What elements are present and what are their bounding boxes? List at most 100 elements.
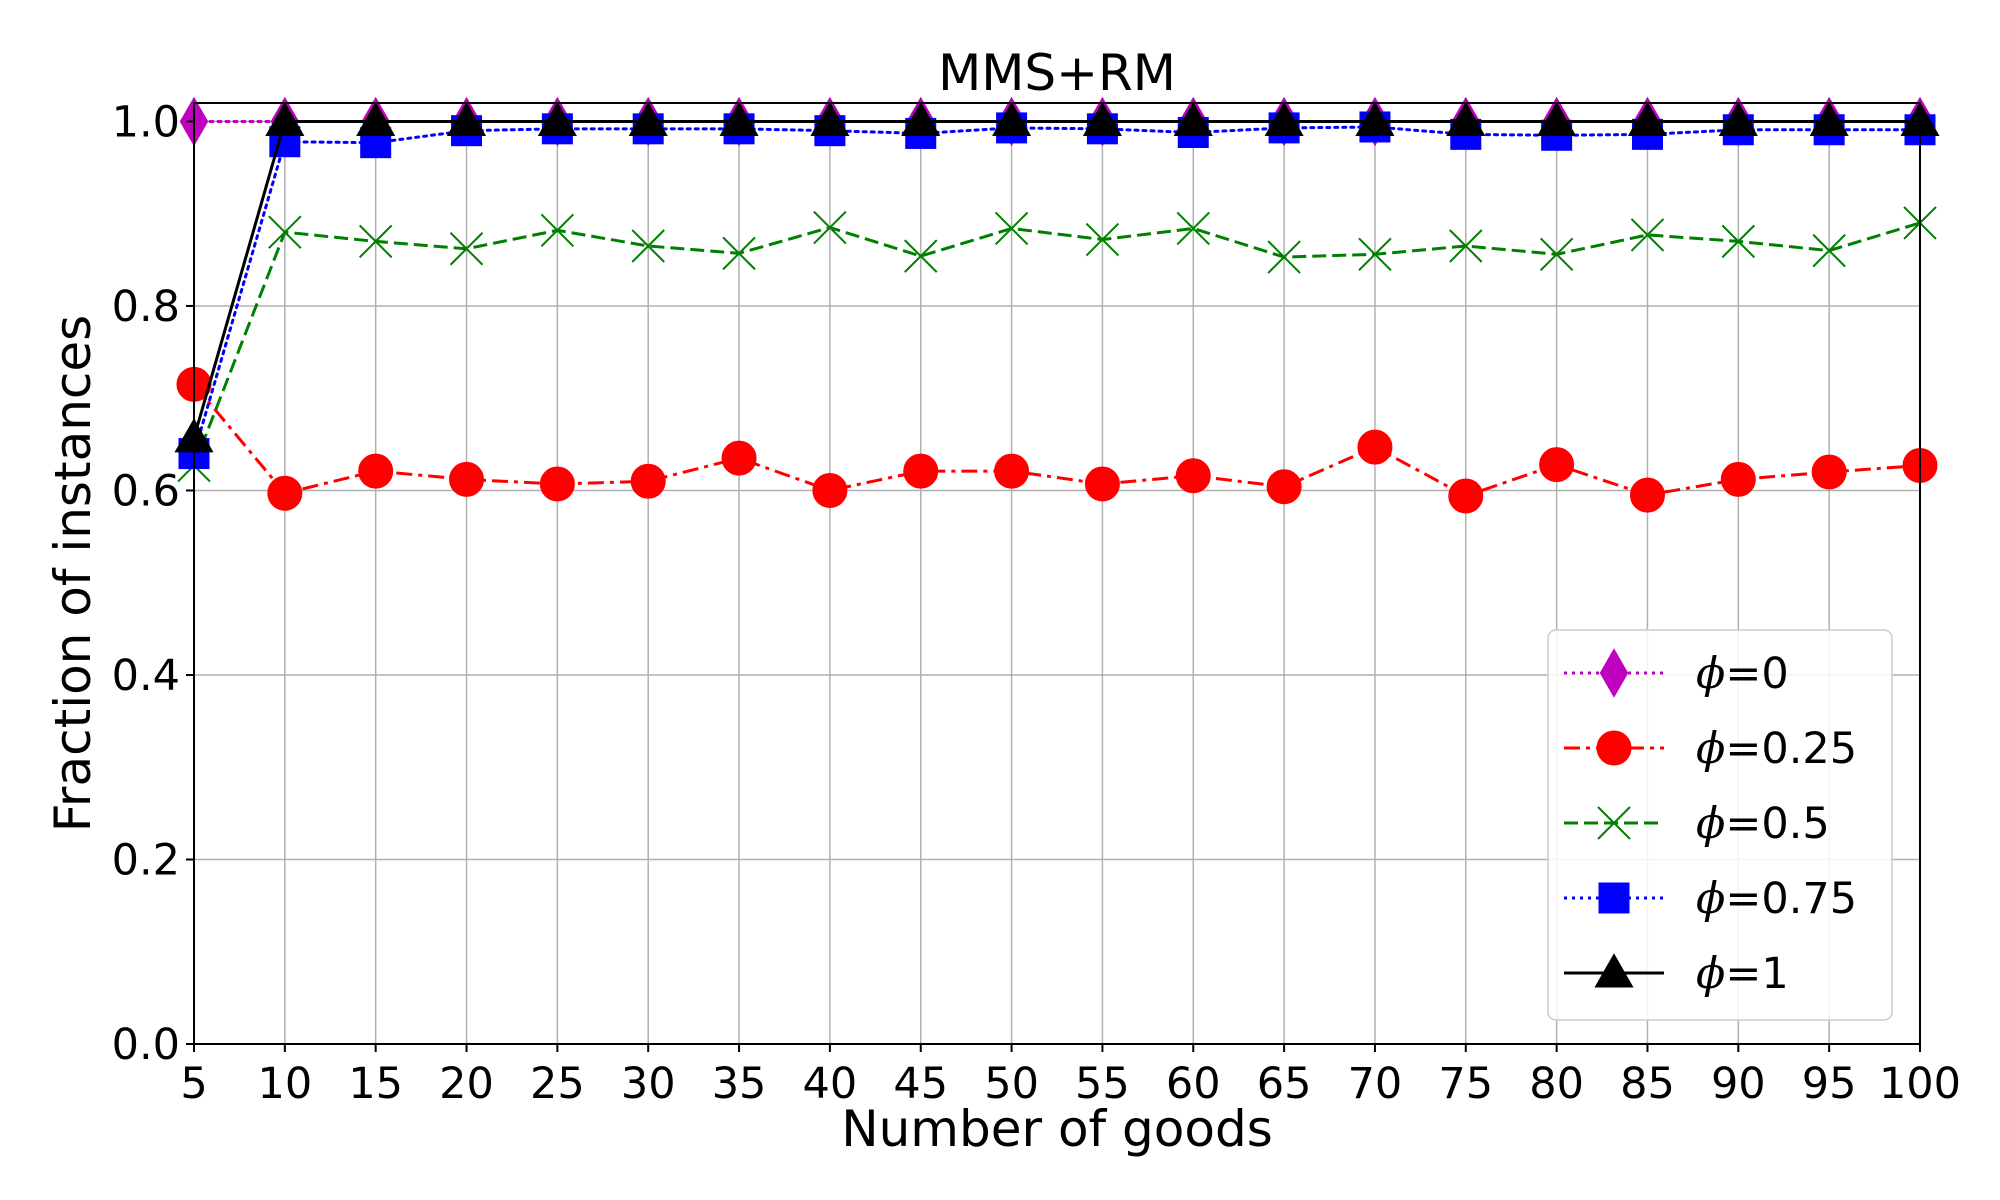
legend-label: ϕ=0.5: [1696, 799, 1830, 849]
legend-value: =1: [1725, 949, 1788, 999]
data-point: [1537, 101, 1577, 136]
data-point: [449, 461, 485, 497]
data-point: [265, 101, 305, 136]
data-point: [722, 236, 756, 271]
legend-marker: [1597, 806, 1631, 840]
data-point: [1809, 101, 1849, 136]
legend-symbol: ϕ: [1696, 949, 1725, 999]
y-axis-ticks: 0.0 0.2 0.4 0.6 0.8 1.0: [112, 97, 194, 1070]
data-point: [994, 211, 1029, 246]
data-point: [1539, 447, 1575, 483]
x-tick-label: 20: [439, 1059, 494, 1109]
data-point: [810, 101, 850, 136]
data-point: [1448, 478, 1484, 514]
data-point: [537, 101, 577, 136]
axes: [193, 102, 1921, 1045]
data-point: [1812, 233, 1846, 268]
x-tick-label: 40: [803, 1059, 858, 1109]
data-point: [356, 101, 396, 136]
legend-value: =0: [1725, 649, 1788, 699]
legend-label: ϕ=0: [1696, 649, 1789, 699]
x-tick-label: 65: [1257, 1059, 1312, 1109]
x-tick-label: 100: [1879, 1059, 1961, 1109]
data-point: [1721, 224, 1756, 259]
legend-item: ϕ=0.25: [1564, 724, 1857, 774]
data-point: [1720, 461, 1756, 497]
y-tick-label: 0.6: [112, 466, 180, 516]
data-point: [1357, 429, 1393, 465]
x-tick-label: 95: [1802, 1059, 1857, 1109]
data-point: [1173, 101, 1213, 136]
data-point: [1264, 101, 1304, 136]
data-point: [631, 229, 665, 263]
data-point: [1627, 101, 1668, 136]
data-point: [358, 453, 394, 489]
legend-symbol: ϕ: [1696, 649, 1725, 699]
data-point: [901, 101, 941, 136]
legend-marker: [1599, 648, 1629, 698]
legend-item: ϕ=0.5: [1564, 799, 1830, 849]
data-point: [1358, 237, 1392, 272]
plot-frame: [193, 102, 1921, 1045]
y-tick-label: 1.0: [112, 97, 180, 147]
legend-item: ϕ=0: [1564, 648, 1789, 699]
data-point: [1175, 458, 1211, 494]
x-axis-label: Number of goods: [841, 1100, 1273, 1158]
y-tick-label: 0.0: [112, 1020, 180, 1070]
data-point: [1449, 229, 1483, 263]
series-line: [192, 119, 1920, 439]
data-point: [449, 232, 484, 266]
legend-item: ϕ=1: [1564, 949, 1789, 999]
y-axis-label: Fraction of instances: [44, 315, 102, 832]
y-tick-label: 0.8: [112, 282, 180, 332]
data-point: [1085, 222, 1120, 257]
x-tick-label: 30: [621, 1059, 676, 1109]
legend-symbol: ϕ: [1696, 724, 1725, 774]
x-tick-label: 45: [893, 1059, 948, 1109]
series-line: [192, 221, 1921, 467]
legend-label: ϕ=0.75: [1696, 874, 1857, 924]
data-point: [539, 466, 575, 502]
chart-title: MMS+RM: [938, 44, 1176, 102]
x-tick-label: 15: [348, 1059, 403, 1109]
legend-label: ϕ=1: [1696, 949, 1789, 999]
x-tick-label: 85: [1620, 1059, 1675, 1109]
legend-value: =0.75: [1725, 874, 1857, 924]
data-point: [1176, 211, 1210, 246]
data-point: [267, 475, 303, 511]
legend-marker: [1596, 730, 1632, 766]
legend-value: =0.5: [1725, 799, 1829, 849]
y-tick-label: 0.2: [112, 835, 180, 885]
data-point: [1266, 469, 1302, 505]
x-tick-label: 70: [1348, 1059, 1403, 1109]
x-tick-label: 60: [1166, 1059, 1221, 1109]
data-point: [1718, 101, 1758, 136]
data-point: [1539, 237, 1574, 272]
legend-item: ϕ=0.75: [1564, 874, 1857, 924]
data-point: [721, 440, 757, 476]
x-tick-label: 80: [1529, 1059, 1584, 1109]
legend-symbol: ϕ: [1696, 874, 1725, 924]
data-point: [904, 239, 938, 273]
data-point: [446, 101, 487, 136]
legend-label: ϕ=0.25: [1696, 724, 1857, 774]
series-2: [177, 206, 1937, 483]
x-tick-label: 25: [530, 1059, 585, 1109]
data-point: [1082, 101, 1122, 136]
data-point: [813, 210, 847, 245]
legend-value: =0.25: [1725, 724, 1857, 774]
data-point: [1267, 240, 1301, 274]
data-point: [268, 215, 302, 249]
data-point: [1629, 477, 1665, 513]
data-point: [1630, 218, 1665, 252]
data-point: [992, 101, 1032, 136]
data-point: [1084, 466, 1120, 502]
x-tick-label: 35: [712, 1059, 767, 1109]
data-point: [994, 453, 1030, 489]
x-tick-label: 90: [1711, 1059, 1766, 1109]
data-point: [812, 472, 848, 508]
y-tick-label: 0.4: [112, 651, 180, 701]
legend-marker: [1598, 882, 1630, 914]
data-point: [540, 213, 575, 248]
